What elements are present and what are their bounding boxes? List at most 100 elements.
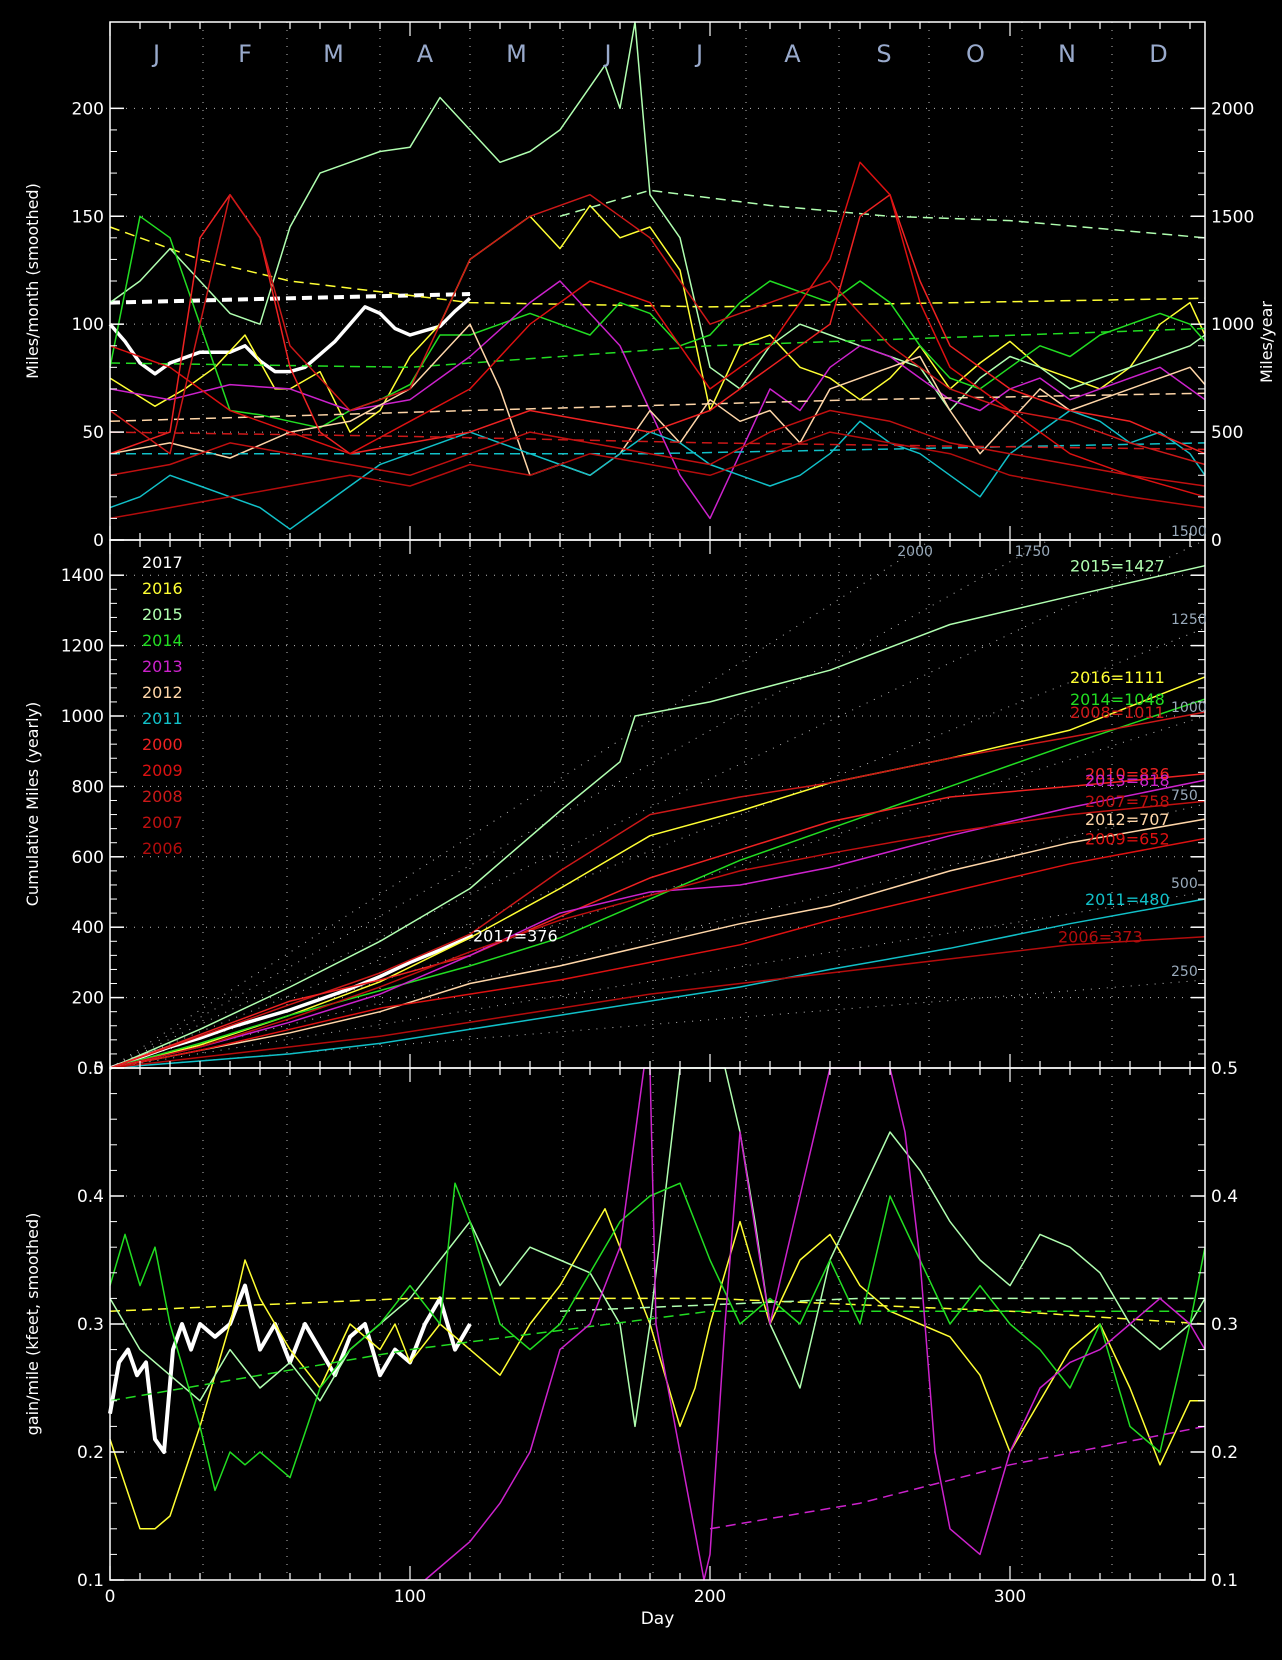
x-axis-label: Day: [641, 1609, 675, 1629]
y2-axis-label: Miles/year: [1257, 301, 1276, 383]
series-line-2016-avg: [109, 226, 1206, 308]
month-label: J: [694, 40, 703, 68]
legend-entry: 2011: [142, 709, 183, 728]
series-line-2016: [109, 676, 1206, 1069]
month-label: J: [151, 40, 160, 68]
series-line-2014-avg: [109, 327, 1206, 369]
series-line-2009: [109, 161, 1206, 498]
series-line-2007: [109, 409, 1206, 487]
y2-tick-label: 500: [1211, 423, 1243, 443]
legend-entry: 2012: [142, 683, 183, 702]
series-line-2011: [109, 898, 1206, 1069]
cumulative-end-label: 2011=480: [1085, 890, 1170, 909]
iso-rate-label: 2000: [897, 544, 933, 560]
series-line-2012-avg: [109, 392, 1206, 423]
month-label: A: [784, 40, 801, 68]
iso-rate-label: 1250: [1171, 612, 1207, 628]
series-line-2012: [109, 818, 1206, 1069]
series-line-2014: [109, 1182, 1206, 1492]
y-tick-label: 50: [82, 423, 104, 443]
cumulative-end-label: 2015=1427: [1070, 557, 1165, 576]
month-label: M: [506, 40, 527, 68]
y-tick-label: 0: [93, 1059, 104, 1079]
series-line-2014: [109, 215, 1206, 429]
y-tick-label: 200: [72, 99, 104, 119]
series-layer: [108, 21, 1206, 1581]
cumulative-end-label: 2017=376: [473, 927, 558, 946]
legend-entry: 2007: [142, 813, 183, 832]
series-line-2010: [109, 193, 1206, 455]
series-line-2013: [109, 779, 1206, 1069]
cumulative-end-label: 2010=836: [1085, 765, 1170, 784]
legend-entry: 2015: [142, 605, 183, 624]
x-tick-label: 200: [694, 1587, 726, 1607]
month-label: A: [417, 40, 434, 68]
y-tick-label: 1200: [61, 637, 104, 657]
cumulative-end-label: 2006=373: [1058, 928, 1143, 947]
series-line-2009: [109, 837, 1206, 1069]
iso-rate-line: [109, 539, 932, 1069]
labels-layer: 0501001502000500100015002000Miles/month …: [23, 40, 1276, 1629]
y-tick-label: 600: [72, 848, 104, 868]
cumulative-end-label: 2013=818: [1085, 771, 1170, 790]
x-tick-label: 100: [394, 1587, 426, 1607]
y-tick-label: 0.4: [77, 1187, 104, 1207]
legend-entry: 2013: [142, 657, 183, 676]
y-tick-label: 150: [72, 207, 104, 227]
y-tick-label: 1400: [61, 566, 104, 586]
y2-tick-label: 0.5: [1211, 1059, 1238, 1079]
y2-tick-label: 2000: [1211, 99, 1254, 119]
legend-entry: 2017: [142, 553, 183, 572]
series-line-2006: [109, 431, 1206, 520]
cumulative-end-label: 2007=758: [1085, 792, 1170, 811]
y-tick-label: 200: [72, 989, 104, 1009]
iso-rate-line: [109, 539, 1049, 1069]
legend-entry: 2016: [142, 579, 183, 598]
legend-entry: 2008: [142, 787, 183, 806]
month-label: J: [602, 40, 611, 68]
axes-layer: [109, 21, 1206, 1581]
y-tick-label: 0.1: [77, 1571, 104, 1591]
series-line-2017: [108, 296, 472, 376]
series-line-2011-avg: [110, 442, 1206, 455]
y2-tick-label: 0.1: [1211, 1571, 1238, 1591]
y2-tick-label: 1000: [1211, 315, 1254, 335]
series-line-2015-avg: [559, 189, 1206, 239]
y-tick-label: 0.3: [77, 1315, 104, 1335]
series-line-2014: [109, 698, 1206, 1069]
cumulative-end-label: 2012=707: [1085, 810, 1170, 829]
iso-rate-label: 1500: [1171, 524, 1207, 540]
y-tick-label: 400: [72, 918, 104, 938]
month-label: F: [238, 40, 252, 68]
legend-entry: 2000: [142, 735, 183, 754]
cumulative-end-label: 2016=1111: [1070, 668, 1165, 687]
month-label: M: [323, 40, 344, 68]
series-line-2015: [109, 21, 1206, 412]
legend-entry: 2009: [142, 761, 183, 780]
cumulative-end-label: 2008=1011: [1070, 703, 1165, 722]
legend-entry: 2006: [142, 839, 183, 858]
series-line-2008: [109, 193, 1206, 466]
iso-rate-label: 750: [1171, 788, 1198, 804]
iso-rate-line: [109, 539, 1206, 1069]
y2-tick-label: 0.4: [1211, 1187, 1238, 1207]
legend-entry: 2014: [142, 631, 183, 650]
series-line-2013: [424, 1067, 1206, 1581]
month-label: O: [966, 40, 985, 68]
y-tick-label: 0: [93, 531, 104, 551]
y2-tick-label: 1500: [1211, 207, 1254, 227]
series-line-2012: [109, 323, 1206, 477]
y-tick-label: 0.5: [77, 1059, 104, 1079]
series-line-2017-avg: [109, 292, 471, 305]
series-line-2015-avg: [559, 1297, 1205, 1312]
iso-rate-line: [109, 891, 1206, 1069]
series-line-2006: [109, 935, 1206, 1069]
cumulative-end-label: 2014=1048: [1070, 690, 1165, 709]
month-label: S: [876, 40, 891, 68]
iso-rate-label: 500: [1171, 876, 1198, 892]
y-axis-label: Miles/month (smoothed): [23, 183, 42, 379]
cumulative-end-label: 2009=652: [1085, 829, 1170, 848]
y-tick-label: 1000: [61, 707, 104, 727]
series-line-2011: [109, 409, 1206, 530]
